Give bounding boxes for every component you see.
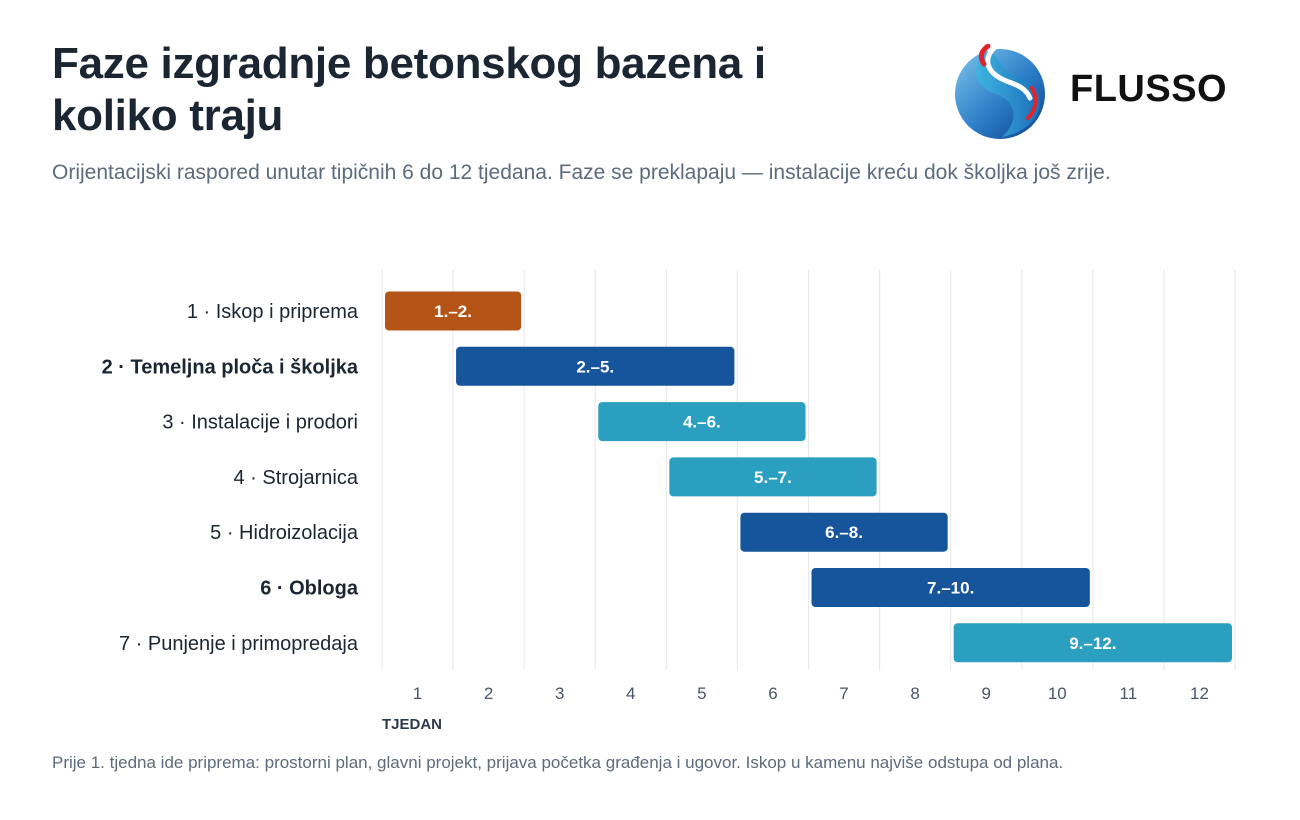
x-tick-label: 10 (1048, 684, 1067, 703)
gantt-bar (598, 402, 806, 442)
bar-label: 4.–6. (683, 413, 721, 432)
gantt-bar (953, 623, 1232, 663)
logo-text: FLUSSO (1070, 68, 1228, 110)
bar-label: 9.–12. (1069, 634, 1116, 653)
x-tick-label: 8 (910, 684, 919, 703)
chart-subtitle: Orijentacijski raspored unutar tipičnih … (52, 161, 1111, 184)
gantt-bar (669, 457, 877, 497)
x-tick-label: 5 (697, 684, 706, 703)
x-tick-label: 7 (839, 684, 848, 703)
bar-label: 2.–5. (576, 357, 614, 376)
row-label: 7 · Punjenje i primopredaja (119, 633, 359, 655)
gantt-bar (740, 512, 948, 552)
row-label: 3 · Instalacije i prodori (162, 412, 358, 434)
gantt-bar (811, 568, 1090, 607)
flusso-swirl-icon (955, 43, 1045, 139)
bar-label: 5.–7. (754, 468, 792, 487)
row-label: 2 · Temeljna ploča i školjka (102, 356, 359, 378)
row-label: 4 · Strojarnica (234, 467, 359, 489)
x-tick-label: 4 (626, 684, 635, 703)
brand-logo: FLUSSO (950, 43, 1250, 140)
x-tick-label: 3 (555, 684, 564, 703)
row-label: 1 · Iskop i priprema (187, 301, 359, 323)
x-tick-label: 6 (768, 684, 777, 703)
gantt-bar (456, 346, 735, 386)
x-tick-label: 12 (1190, 684, 1209, 703)
x-tick-label: 2 (484, 684, 493, 703)
chart-title: Faze izgradnje betonskog bazena i koliko… (52, 39, 766, 140)
x-tick-label: 11 (1120, 684, 1138, 703)
row-label: 6 · Obloga (260, 578, 359, 600)
bar-label: 6.–8. (825, 523, 863, 542)
footnote: Prije 1. tjedna ide priprema: prostorni … (52, 753, 1064, 772)
x-tick-label: 9 (981, 684, 990, 703)
x-tick-label: 1 (413, 684, 422, 703)
bar-label: 1.–2. (434, 302, 472, 321)
x-axis-title: TJEDAN (382, 716, 443, 733)
gantt-bar (385, 291, 522, 331)
gantt-chart: 1 2 3 4 5 6 7 8 9 10 11 121 · Iskop i priprema 1.–2.… (102, 270, 1236, 703)
row-label: 5 · Hidroizolacija (210, 522, 359, 544)
bar-label: 7.–10. (927, 579, 974, 598)
